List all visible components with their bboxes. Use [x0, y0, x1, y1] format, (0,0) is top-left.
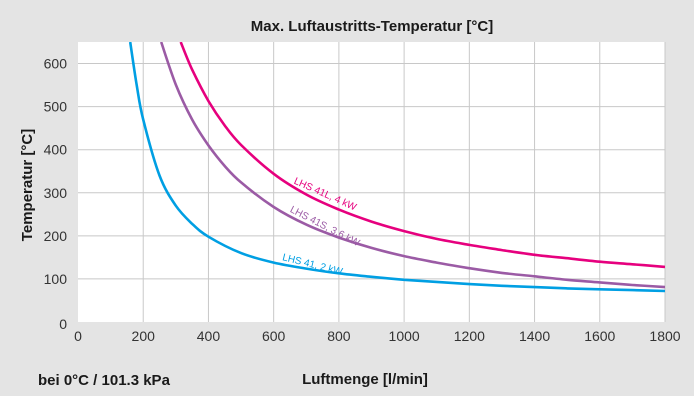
x-tick-label: 1200	[454, 328, 485, 344]
x-tick-label: 1000	[389, 328, 420, 344]
y-tick-label: 200	[44, 228, 68, 244]
y-tick-label: 400	[44, 142, 68, 158]
x-tick-label: 1800	[649, 328, 680, 344]
chart-title: Max. Luftaustritts-Temperatur [°C]	[251, 18, 493, 35]
series-line-0	[179, 42, 665, 269]
y-tick-labels: 0 100 200 300 400 500 600	[44, 56, 68, 332]
x-tick-label: 1400	[519, 328, 550, 344]
y-tick-label: 500	[44, 99, 68, 115]
series-lines	[128, 42, 665, 293]
x-tick-label: 200	[132, 328, 156, 344]
x-tick-labels: 0 200 400 600 800 1000 1200 1400 1600 1800	[74, 328, 681, 344]
series-line-1	[159, 42, 665, 289]
x-tick-label: 400	[197, 328, 221, 344]
x-tick-label: 800	[327, 328, 351, 344]
plot-area	[78, 42, 665, 322]
x-axis-label: Luftmenge [l/min]	[302, 371, 428, 388]
y-tick-label: 300	[44, 185, 68, 201]
x-tick-label: 600	[262, 328, 286, 344]
y-tick-label: 600	[44, 56, 68, 72]
y-tick-label: 100	[44, 271, 68, 287]
y-axis-label: Temperatur [°C]	[19, 129, 36, 241]
condition-note: bei 0°C / 101.3 kPa	[38, 372, 171, 389]
series-line-2	[128, 42, 665, 293]
x-tick-label: 0	[74, 328, 82, 344]
y-tick-label: 0	[59, 316, 67, 332]
x-tick-label: 1600	[584, 328, 615, 344]
